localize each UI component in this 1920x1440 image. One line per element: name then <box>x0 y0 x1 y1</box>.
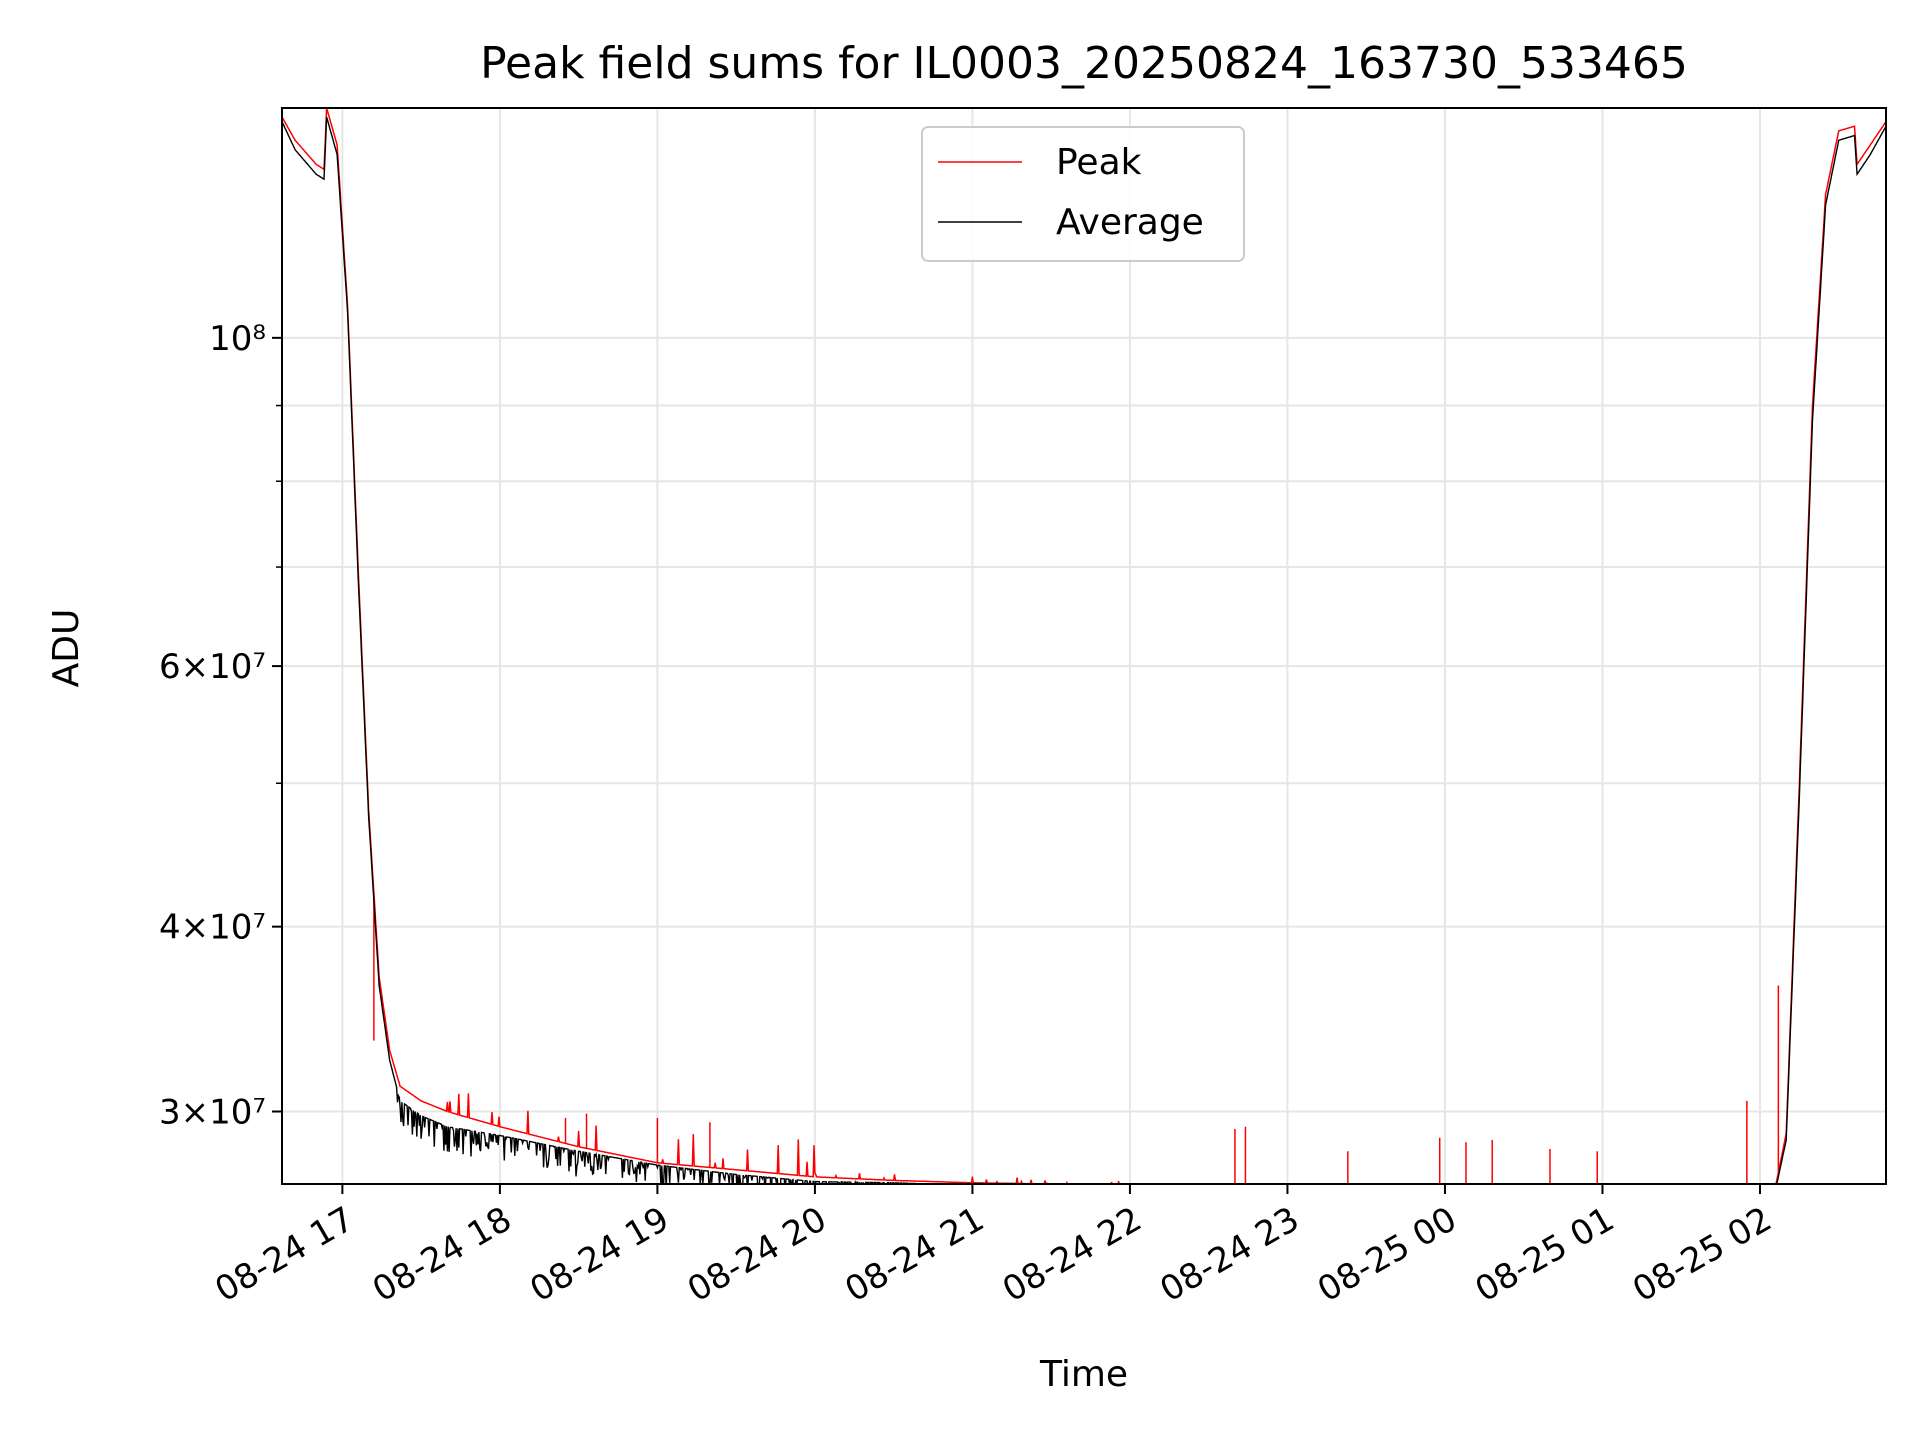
x-axis-ticks: 08-24 17 08-24 18 08-24 19 08-24 20 08-24 21… <box>208 1184 1778 1310</box>
y-tick-label: 4×10⁷ <box>159 908 266 948</box>
x-axis-label: Time <box>1039 1354 1128 1395</box>
legend: Peak Average <box>921 126 1245 262</box>
x-tick-label: 08-24 19 <box>524 1199 676 1310</box>
y-tick-label: 6×10⁷ <box>159 647 266 687</box>
x-tick-label: 08-24 23 <box>1154 1199 1306 1310</box>
peak-series-line <box>282 108 1886 1184</box>
x-tick-label: 08-24 17 <box>208 1199 360 1310</box>
x-tick-label: 08-24 20 <box>681 1199 833 1310</box>
x-tick-label: 08-25 01 <box>1469 1199 1621 1310</box>
y-axis-label: ADU <box>46 609 87 688</box>
y-tick-label: 3×10⁷ <box>159 1093 266 1133</box>
average-series-line <box>282 116 1886 1184</box>
x-tick-label: 08-25 00 <box>1311 1199 1463 1310</box>
legend-box <box>921 126 1245 262</box>
y-tick-label: 10⁸ <box>209 319 266 359</box>
chart-title: Peak field sums for IL0003_20250824_1637… <box>480 38 1688 89</box>
plot-frame <box>281 107 1887 1185</box>
plot-area <box>282 108 1886 1184</box>
grid <box>282 108 1886 1184</box>
legend-average-label: Average <box>1056 202 1204 243</box>
y-axis-ticks: 3×10⁷ 4×10⁷ 6×10⁷ 10⁸ <box>159 319 282 1133</box>
x-tick-label: 08-24 22 <box>996 1199 1148 1310</box>
legend-peak-label: Peak <box>1056 142 1142 183</box>
x-tick-label: 08-25 02 <box>1626 1199 1778 1310</box>
x-tick-label: 08-24 18 <box>366 1199 518 1310</box>
x-tick-label: 08-24 21 <box>839 1199 991 1310</box>
